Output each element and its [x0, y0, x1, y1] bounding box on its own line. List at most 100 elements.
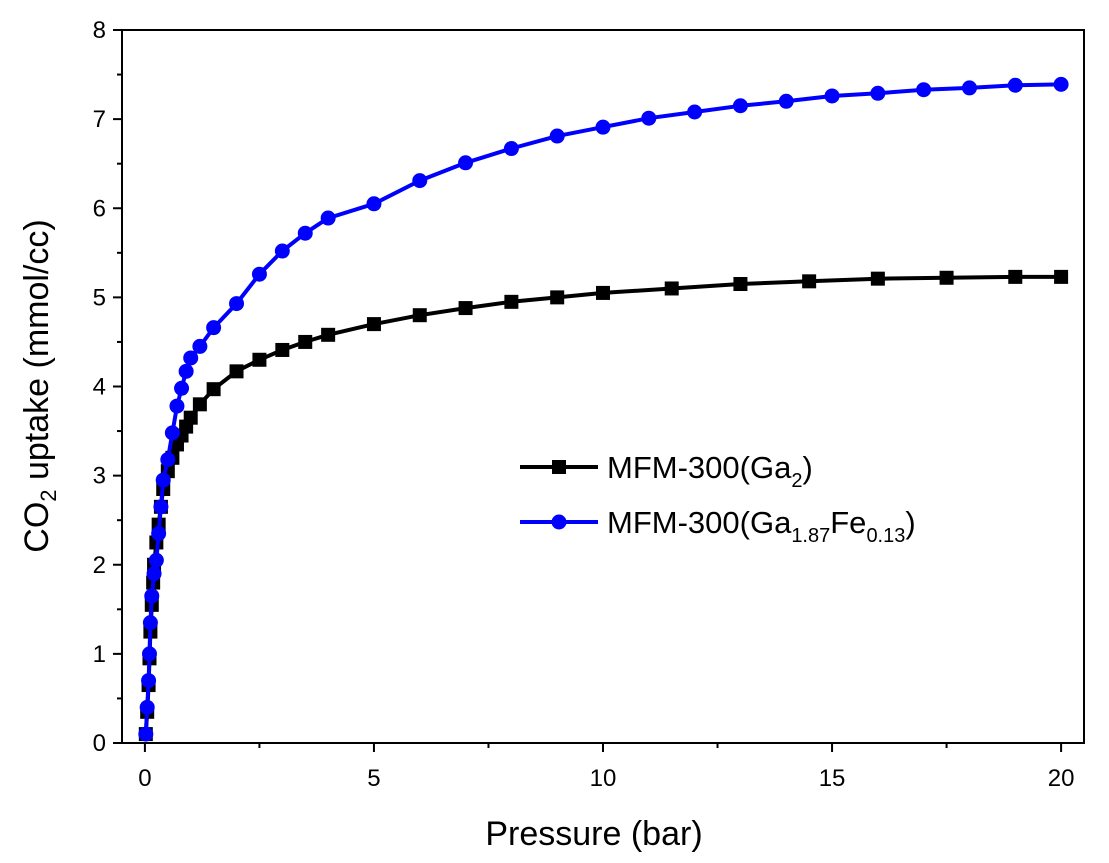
- y-tick-label: 7: [93, 106, 106, 133]
- legend-item-2: MFM-300(Ga1.87Fe0.13): [520, 505, 916, 547]
- x-tick-label: 10: [590, 765, 617, 792]
- data-point: [595, 119, 611, 135]
- legend-item-1: MFM-300(Ga2): [520, 450, 813, 492]
- legend-label-subscript: 1.87: [791, 525, 830, 547]
- data-point: [412, 308, 427, 323]
- series-2: [138, 76, 1069, 742]
- data-point: [961, 80, 977, 96]
- data-point: [687, 104, 703, 120]
- data-point: [504, 294, 519, 309]
- data-point: [141, 646, 157, 662]
- data-point: [141, 673, 157, 689]
- legend-label-subscript: 2: [791, 470, 802, 492]
- data-point: [802, 274, 817, 289]
- legend-label: MFM-300(Ga2): [607, 450, 813, 492]
- data-point: [366, 196, 382, 212]
- data-point: [275, 342, 290, 357]
- y-tick-label: 4: [93, 374, 106, 401]
- data-point: [169, 398, 185, 414]
- data-point: [366, 317, 381, 332]
- data-point: [550, 290, 565, 305]
- data-point: [733, 277, 748, 292]
- data-point: [870, 271, 885, 286]
- data-point: [458, 301, 473, 316]
- data-point: [1007, 77, 1023, 93]
- data-point: [458, 155, 474, 171]
- data-point: [183, 350, 199, 366]
- legend-label-text: Fe: [830, 505, 866, 540]
- data-point: [1053, 76, 1069, 92]
- data-point: [549, 128, 565, 144]
- series-layer: [138, 76, 1069, 742]
- y-tick-label: 3: [93, 463, 106, 490]
- data-point: [321, 327, 336, 342]
- data-point: [146, 566, 162, 582]
- data-point: [144, 588, 160, 604]
- data-point: [297, 225, 313, 241]
- data-point: [596, 285, 610, 300]
- data-point: [206, 320, 222, 336]
- data-point: [183, 410, 198, 425]
- series-line: [143, 82, 1062, 735]
- data-point: [320, 210, 336, 226]
- y-tick-label: 2: [93, 552, 106, 579]
- legend-label-text: MFM-300(Ga: [607, 450, 792, 485]
- y-axis-label-suffix: uptake (mmol/cc): [18, 219, 56, 489]
- y-tick-label: 1: [93, 641, 106, 668]
- data-point: [155, 472, 171, 488]
- x-tick-label: 15: [819, 765, 846, 792]
- data-point: [778, 93, 794, 109]
- y-tick-label: 8: [93, 17, 106, 44]
- data-point: [503, 141, 519, 157]
- legend-marker: [552, 460, 566, 474]
- legend-label-text: ): [802, 450, 812, 485]
- y-axis-label-prefix: CO: [18, 502, 56, 553]
- data-point: [664, 281, 679, 296]
- data-point: [251, 266, 267, 282]
- y-axis-label-subscript: 2: [36, 489, 61, 501]
- data-point: [824, 88, 840, 104]
- data-point: [274, 243, 290, 259]
- data-point: [1008, 269, 1023, 284]
- data-point: [206, 382, 221, 397]
- data-point: [1054, 269, 1069, 284]
- data-point: [148, 552, 164, 568]
- y-axis-label: CO2 uptake (mmol/cc): [18, 219, 61, 552]
- y-tick-labels: 0 1 2 3 4 5 6 7 8: [93, 17, 106, 757]
- y-tick-label: 5: [93, 284, 106, 311]
- data-point: [153, 499, 169, 515]
- data-point: [178, 363, 194, 379]
- data-point: [641, 110, 657, 126]
- data-point: [229, 296, 245, 312]
- data-point: [732, 98, 748, 114]
- legend-label-subscript: 0.13: [866, 525, 905, 547]
- data-point: [192, 338, 208, 354]
- data-point: [151, 526, 167, 542]
- x-tick-label: 0: [138, 765, 151, 792]
- y-tick-label: 0: [93, 730, 106, 757]
- x-tick-labels: 0 5 10 15 20: [138, 765, 1074, 792]
- data-point: [139, 699, 155, 715]
- axis-ticks: [113, 29, 1063, 752]
- data-point: [252, 352, 267, 367]
- plot-frame: [121, 29, 1085, 744]
- series-1: [138, 269, 1069, 742]
- data-point: [916, 82, 932, 98]
- legend: MFM-300(Ga2)MFM-300(Ga1.87Fe0.13): [520, 450, 916, 547]
- data-point: [412, 173, 428, 189]
- data-point: [138, 726, 154, 742]
- x-tick-label: 20: [1048, 765, 1075, 792]
- y-tick-label: 6: [93, 195, 106, 222]
- legend-label-text: ): [905, 505, 915, 540]
- data-point: [298, 334, 313, 349]
- data-point: [229, 364, 244, 379]
- data-point: [174, 380, 190, 396]
- data-point: [160, 452, 176, 468]
- data-point: [870, 85, 886, 101]
- data-point: [939, 270, 954, 285]
- data-point: [142, 615, 158, 631]
- x-tick-label: 5: [367, 765, 380, 792]
- legend-marker: [551, 514, 567, 530]
- legend-label: MFM-300(Ga1.87Fe0.13): [607, 505, 916, 547]
